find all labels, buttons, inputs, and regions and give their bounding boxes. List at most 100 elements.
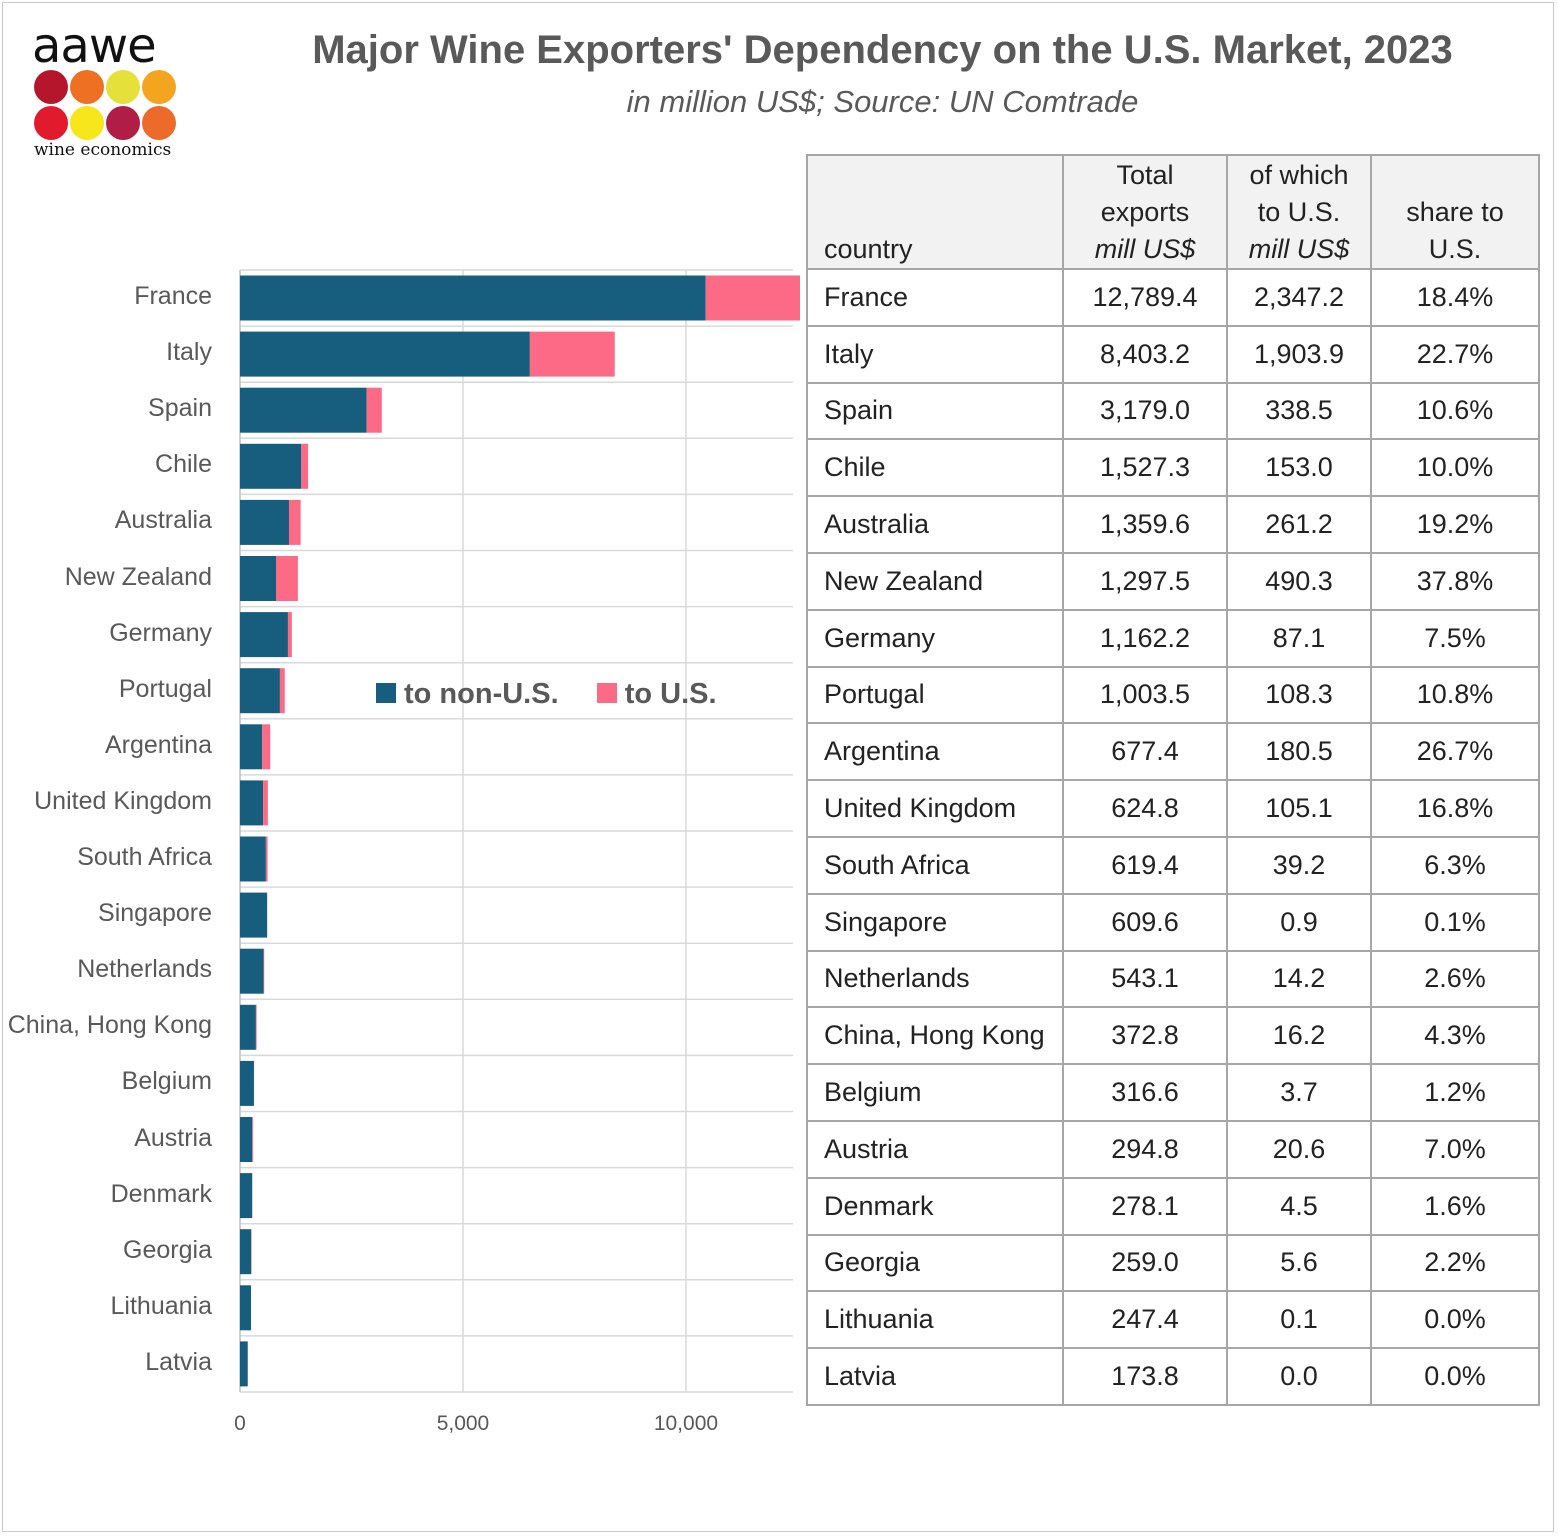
legend-item-us: to U.S. [596, 678, 717, 711]
table-row: Portugal 1,003.5 108.3 10.8% [806, 665, 1540, 725]
to-us-cell: 0.0 [1226, 1347, 1372, 1406]
table-row: China, Hong Kong 372.8 16.2 4.3% [806, 1006, 1540, 1066]
category-label: Belgium [121, 1067, 212, 1096]
category-label: Lithuania [110, 1291, 212, 1320]
share-cell: 18.4% [1370, 268, 1540, 327]
share-cell: 1.6% [1370, 1176, 1540, 1236]
table-row: Singapore 609.6 0.9 0.1% [806, 892, 1540, 952]
bar-non-us [240, 1004, 256, 1050]
share-cell: 6.3% [1370, 835, 1540, 895]
header-total-exports: Total exports mill US$ [1062, 154, 1228, 270]
logo-dot [106, 70, 140, 104]
country-cell: Argentina [806, 722, 1064, 782]
bar-us [529, 331, 615, 377]
to-us-cell: 2,347.2 [1226, 268, 1372, 327]
bar-us [255, 1004, 257, 1050]
to-us-cell: 338.5 [1226, 381, 1372, 441]
table-row: Australia 1,359.6 261.2 19.2% [806, 495, 1540, 554]
country-cell: China, Hong Kong [806, 1006, 1064, 1066]
share-cell: 2.2% [1370, 1233, 1540, 1293]
chart-title: Major Wine Exporters' Dependency on the … [312, 28, 1453, 72]
bar-us [301, 443, 309, 489]
share-cell: 37.8% [1370, 551, 1540, 611]
logo-dot [106, 106, 140, 140]
to-us-cell: 105.1 [1226, 779, 1372, 838]
category-label: Denmark [110, 1179, 212, 1208]
table-row: Austria 294.8 20.6 7.0% [806, 1119, 1540, 1179]
bar-non-us [240, 443, 302, 489]
total-exports-cell: 12,789.4 [1062, 268, 1228, 327]
total-exports-cell: 3,179.0 [1062, 381, 1228, 441]
total-exports-cell: 624.8 [1062, 779, 1228, 838]
total-exports-cell: 1,359.6 [1062, 495, 1228, 554]
to-us-cell: 490.3 [1226, 551, 1372, 611]
share-cell: 26.7% [1370, 722, 1540, 782]
bar-non-us [240, 836, 266, 882]
x-tick-label: 10,000 [653, 1412, 719, 1435]
bar-us [279, 668, 285, 714]
header-share-line1: share to [1406, 197, 1504, 227]
bar-non-us [240, 1341, 248, 1387]
table-row: Spain 3,179.0 338.5 10.6% [806, 381, 1540, 441]
aawe-logo: aawe wine economics [30, 18, 190, 168]
legend-item-non-us: to non-U.S. [376, 678, 559, 711]
to-us-cell: 16.2 [1226, 1006, 1372, 1066]
country-cell: South Africa [806, 835, 1064, 895]
table-row: Denmark 278.1 4.5 1.6% [806, 1176, 1540, 1236]
to-us-cell: 0.1 [1226, 1290, 1372, 1350]
to-us-cell: 3.7 [1226, 1063, 1372, 1122]
country-cell: Netherlands [806, 949, 1064, 1009]
exports-table: country Total exports mill US$ of which … [806, 154, 1540, 1406]
category-label: Chile [155, 450, 212, 479]
total-exports-cell: 1,162.2 [1062, 608, 1228, 668]
country-cell: Chile [806, 438, 1064, 498]
bar-non-us [240, 612, 288, 658]
table-body: France 12,789.4 2,347.2 18.4% Italy 8,403.2 1,… [806, 268, 1540, 1406]
bar-non-us [240, 387, 367, 433]
category-label: United Kingdom [34, 786, 212, 815]
bar-non-us [240, 1060, 254, 1106]
to-us-cell: 180.5 [1226, 722, 1372, 782]
header-us-line2: to U.S. [1257, 197, 1341, 227]
category-label: Latvia [145, 1347, 212, 1376]
table-row: Germany 1,162.2 87.1 7.5% [806, 608, 1540, 668]
table-row: United Kingdom 624.8 105.1 16.8% [806, 779, 1540, 838]
category-label: New Zealand [64, 562, 212, 591]
total-exports-cell: 259.0 [1062, 1233, 1228, 1293]
country-cell: Australia [806, 495, 1064, 554]
header-to-us: of which to U.S. mill US$ [1226, 154, 1372, 270]
to-us-cell: 5.6 [1226, 1233, 1372, 1293]
to-us-cell: 108.3 [1226, 665, 1372, 725]
header-total-line1: Total [1116, 160, 1174, 190]
total-exports-cell: 8,403.2 [1062, 324, 1228, 384]
header-country: country [806, 154, 1064, 270]
share-cell: 22.7% [1370, 324, 1540, 384]
bar-non-us [240, 724, 263, 770]
total-exports-cell: 543.1 [1062, 949, 1228, 1009]
share-cell: 4.3% [1370, 1006, 1540, 1066]
bar-non-us [240, 331, 530, 377]
total-exports-cell: 278.1 [1062, 1176, 1228, 1236]
country-cell: Denmark [806, 1176, 1064, 1236]
to-us-cell: 261.2 [1226, 495, 1372, 554]
logo-dot [34, 106, 68, 140]
bar-non-us [240, 499, 289, 545]
to-us-cell: 0.9 [1226, 892, 1372, 952]
share-cell: 10.8% [1370, 665, 1540, 725]
logo-subtitle: wine economics [34, 140, 172, 160]
to-us-cell: 4.5 [1226, 1176, 1372, 1236]
category-label: France [134, 282, 212, 310]
table-row: Latvia 173.8 0.0 0.0% [806, 1347, 1540, 1406]
table-row: South Africa 619.4 39.2 6.3% [806, 835, 1540, 895]
bar-non-us [240, 275, 706, 321]
share-cell: 10.6% [1370, 381, 1540, 441]
legend-label-us: to U.S. [624, 678, 717, 710]
logo-wordmark: aawe [32, 18, 157, 74]
bar-non-us [240, 780, 264, 826]
total-exports-cell: 1,527.3 [1062, 438, 1228, 498]
table-row: Georgia 259.0 5.6 2.2% [806, 1233, 1540, 1293]
country-cell: New Zealand [806, 551, 1064, 611]
logo-dot [142, 106, 176, 140]
bar-us [265, 836, 268, 882]
